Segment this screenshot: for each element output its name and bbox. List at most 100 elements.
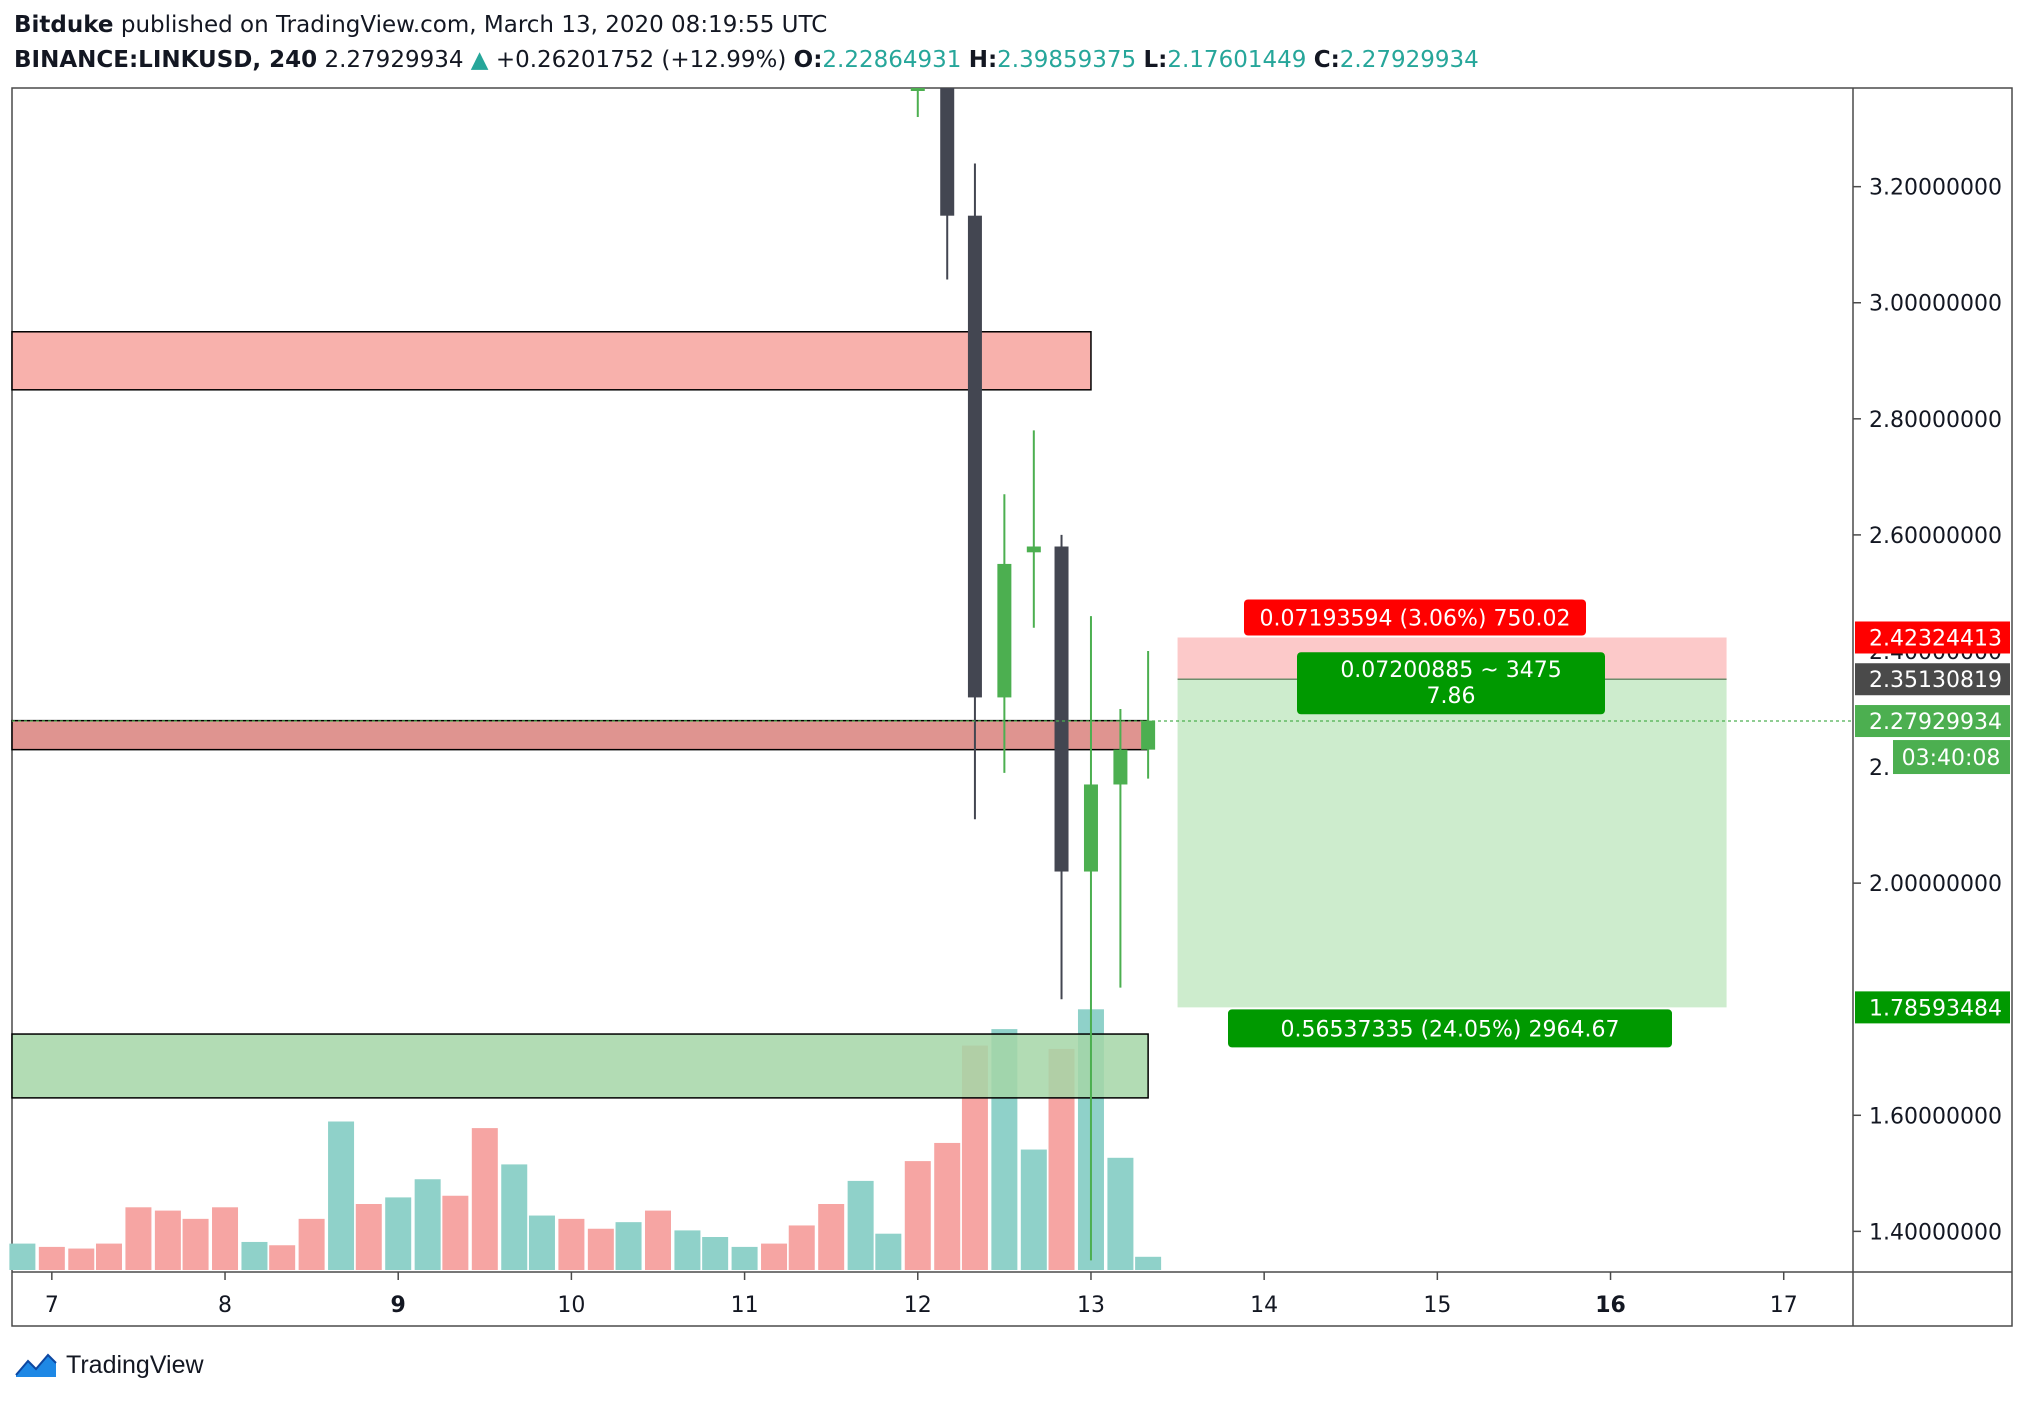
candle-body[interactable] <box>1083 784 1098 872</box>
candle-body[interactable] <box>1141 720 1156 750</box>
time-tick-label: 8 <box>218 1293 232 1318</box>
target-label-text: 0.56537335 (24.05%) 2964.67 <box>1281 1017 1620 1042</box>
time-tick-label: 9 <box>391 1293 406 1318</box>
price-tick-label-partial: 2. <box>1869 756 1890 781</box>
volume-bar <box>1107 1157 1134 1270</box>
volume-bar <box>414 1179 441 1270</box>
volume-bar <box>702 1237 729 1270</box>
candle-body[interactable] <box>910 88 925 91</box>
take-profit-zone[interactable] <box>1177 679 1727 1008</box>
volume-bar <box>328 1121 355 1270</box>
price-tick-label: 3.00000000 <box>1869 292 2002 317</box>
open-value: 2.22864931 <box>822 47 962 73</box>
volume-bar <box>125 1207 152 1270</box>
price-change: +0.26201752 (+12.99%) <box>495 47 787 73</box>
volume-bar <box>558 1218 585 1270</box>
volume-bar <box>587 1228 614 1270</box>
countdown-box <box>1893 740 2010 775</box>
volume-bar <box>644 1210 671 1270</box>
time-tick-label: 14 <box>1250 1293 1278 1318</box>
author-name[interactable]: Bitduke <box>14 12 114 38</box>
high-label: H: <box>968 47 998 73</box>
tradingview-brand[interactable]: TradingView <box>66 1350 204 1379</box>
volume-bar <box>674 1230 701 1270</box>
volume-bar <box>731 1246 758 1270</box>
volume-bar <box>847 1180 874 1270</box>
footer-branding: TradingView <box>14 1348 204 1382</box>
price-tick-label: 3.20000000 <box>1869 176 2002 201</box>
close-value: 2.27929934 <box>1339 47 1479 73</box>
price-tick-label: 2.80000000 <box>1869 408 2002 433</box>
supply-zone-middle[interactable] <box>11 719 1149 751</box>
symbol-label[interactable]: BINANCE:LINKUSD, 240 <box>14 47 318 73</box>
volume-bar <box>38 1246 65 1270</box>
stop-label-text: 0.07193594 (3.06%) 750.02 <box>1260 606 1571 631</box>
low-label: L: <box>1143 47 1168 73</box>
price-tick-label: 1.60000000 <box>1869 1104 2002 1129</box>
tradingview-logo-icon <box>15 1353 57 1377</box>
price-axis-label: 2.27929934 <box>1869 710 2002 735</box>
time-tick-label: 7 <box>45 1293 59 1318</box>
price-axis-label-box <box>1855 705 2010 738</box>
volume-bar <box>212 1207 239 1270</box>
candle-body[interactable] <box>940 88 955 216</box>
position-info-line1: 0.07200885 ~ 3475 <box>1340 658 1561 683</box>
candle-body[interactable] <box>1026 546 1041 553</box>
position-info-line2: 7.86 <box>1427 684 1476 709</box>
published-text: published on TradingView.com, March 13, … <box>120 12 828 38</box>
volume-bar <box>385 1197 412 1270</box>
price-axis-label-box <box>1855 621 2010 654</box>
change-arrow-icon: ▲ <box>470 47 489 73</box>
volume-bar <box>95 1243 122 1270</box>
time-tick-label: 15 <box>1423 1293 1451 1318</box>
volume-bar <box>761 1243 788 1270</box>
volume-bar <box>471 1128 498 1270</box>
support-zone-lower[interactable] <box>11 1033 1149 1099</box>
volume-bar <box>9 1243 36 1270</box>
price-axis-label: 1.78593484 <box>1869 996 2002 1021</box>
volume-bar <box>355 1204 382 1270</box>
supply-zone-upper[interactable] <box>11 331 1092 391</box>
position-info-box <box>1297 652 1605 715</box>
volume-bar <box>298 1218 325 1270</box>
time-tick-label: 12 <box>904 1293 932 1318</box>
volume-bar <box>442 1195 469 1270</box>
candle-body[interactable] <box>1113 749 1128 785</box>
price-axis-label: 2.42324413 <box>1869 626 2002 651</box>
stop-label-box <box>1244 599 1586 636</box>
time-tick-label: 17 <box>1770 1293 1798 1318</box>
volume-bar <box>154 1210 181 1270</box>
low-value: 2.17601449 <box>1167 47 1307 73</box>
volume-bar <box>269 1245 296 1270</box>
volume-bar <box>818 1204 845 1270</box>
volume-bar <box>182 1218 209 1270</box>
volume-bar <box>615 1222 642 1270</box>
bar-countdown: 03:40:08 <box>1902 746 2001 771</box>
target-label-box <box>1228 1009 1672 1048</box>
volume-bar <box>1020 1149 1047 1270</box>
volume-bar <box>934 1142 961 1270</box>
volume-bar <box>904 1161 931 1270</box>
candle-body[interactable] <box>967 215 982 698</box>
volume-bar <box>1135 1256 1162 1270</box>
price-tick-label: 1.40000000 <box>1869 1220 2002 1245</box>
open-label: O: <box>793 47 823 73</box>
chart-header: Bitduke published on TradingView.com, Ma… <box>14 8 2004 78</box>
time-tick-label: 11 <box>731 1293 759 1318</box>
price-axis-label-box <box>1855 663 2010 696</box>
chart-frame <box>11 87 2013 1327</box>
price-axis-label-box <box>1855 991 2010 1024</box>
price-axis-label: 2.35130819 <box>1869 668 2002 693</box>
price-tick-label: 2.60000000 <box>1869 524 2002 549</box>
candle-body[interactable] <box>997 563 1012 698</box>
time-tick-label: 16 <box>1595 1293 1626 1318</box>
last-price: 2.27929934 <box>324 47 464 73</box>
time-tick-label: 13 <box>1077 1293 1105 1318</box>
volume-bar <box>788 1225 815 1270</box>
symbol-line: BINANCE:LINKUSD, 240 2.27929934 ▲ +0.262… <box>14 43 2004 78</box>
high-value: 2.39859375 <box>997 47 1137 73</box>
publish-line: Bitduke published on TradingView.com, Ma… <box>14 8 2004 43</box>
candle-body[interactable] <box>1054 546 1069 872</box>
volume-bar <box>528 1215 555 1270</box>
